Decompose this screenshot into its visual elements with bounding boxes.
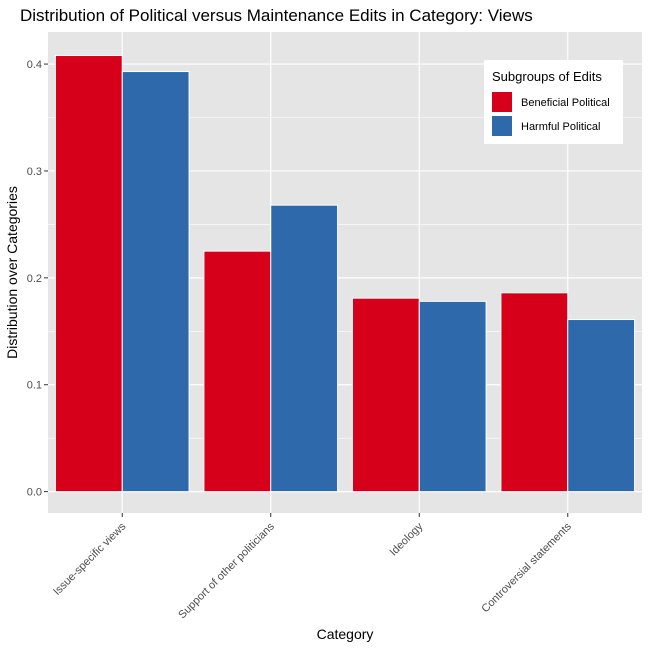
y-tick-label: 0.0 — [27, 487, 42, 499]
x-tick-label: Support of other politicians — [176, 520, 277, 621]
bar-harmful-3 — [567, 319, 636, 493]
bar-harmful-2 — [418, 300, 487, 493]
bar-harmful-0 — [121, 71, 190, 493]
legend: Subgroups of Edits Beneficial Political H… — [484, 60, 623, 144]
bar-harmful-1 — [270, 204, 339, 493]
y-axis: 0.0 0.1 0.2 0.3 0.4 — [27, 59, 48, 499]
bar-beneficial-3 — [500, 292, 569, 493]
x-tick-label: Issue-specific views — [51, 520, 129, 598]
bar-beneficial-0 — [54, 55, 123, 493]
x-tick-label: Controversial statements — [479, 520, 574, 615]
y-axis-title: Distribution over Categories — [4, 186, 20, 359]
x-axis: Issue-specific views Support of other pol… — [51, 513, 574, 621]
y-tick-label: 0.3 — [27, 166, 42, 178]
x-tick-label: Ideology — [387, 520, 425, 558]
y-tick-label: 0.4 — [27, 59, 42, 71]
legend-key-0 — [492, 92, 512, 112]
legend-key-1 — [492, 116, 512, 136]
legend-title: Subgroups of Edits — [492, 69, 602, 84]
y-tick-label: 0.1 — [27, 380, 42, 392]
bars — [54, 55, 636, 493]
bar-beneficial-2 — [351, 297, 420, 493]
bar-beneficial-1 — [203, 250, 272, 493]
legend-label-0: Beneficial Political — [521, 97, 610, 109]
chart-title: Distribution of Political versus Mainten… — [20, 6, 533, 25]
y-tick-label: 0.2 — [27, 273, 42, 285]
legend-label-1: Harmful Political — [521, 121, 600, 133]
x-axis-title: Category — [317, 626, 374, 642]
